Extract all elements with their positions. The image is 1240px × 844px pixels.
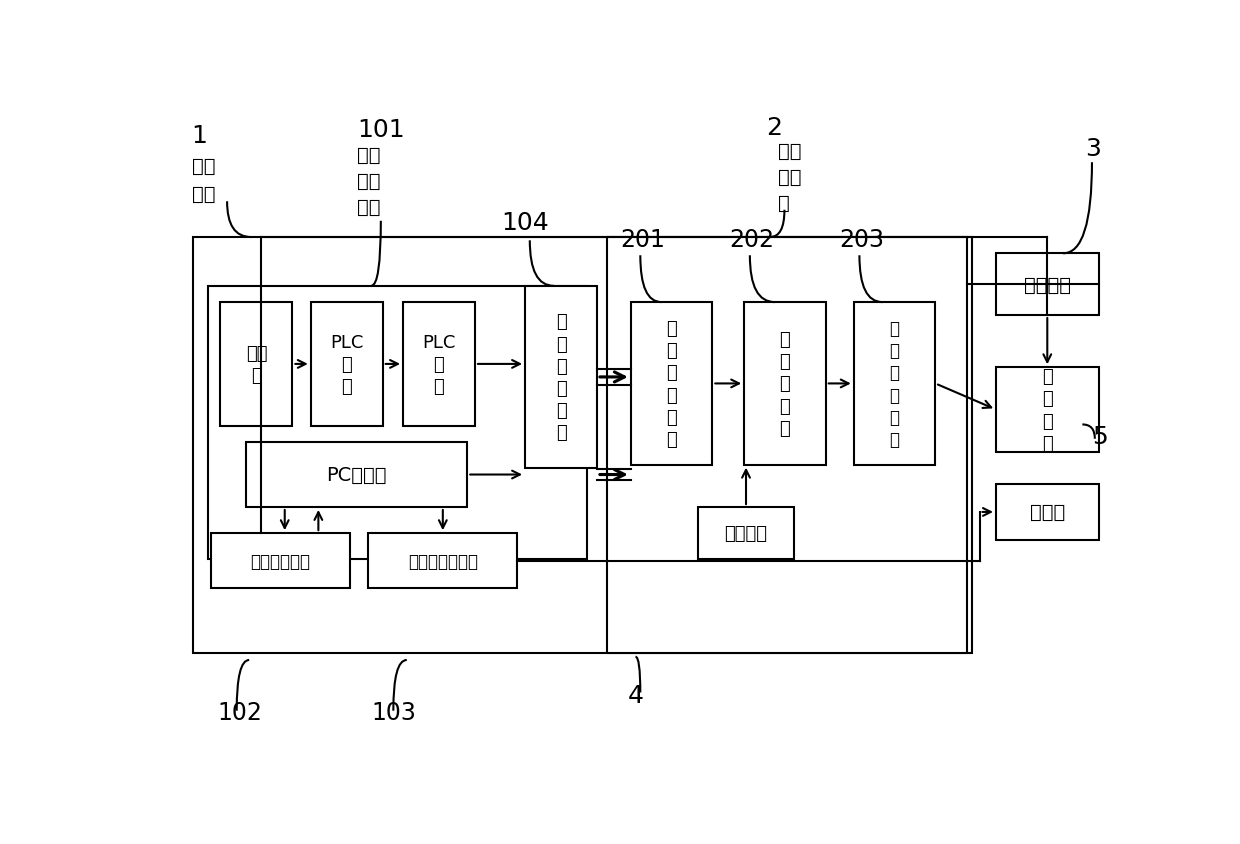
Text: 工
作
目
标: 工 作 目 标 [1042, 368, 1053, 452]
Text: 202: 202 [729, 228, 775, 252]
Text: 系统: 系统 [191, 185, 215, 203]
Bar [208, 286, 588, 560]
Text: 变位机: 变位机 [1029, 503, 1065, 522]
Text: 人机: 人机 [357, 145, 381, 165]
Text: 201: 201 [620, 228, 665, 252]
Text: 伺
服
驱
动
单
元: 伺 服 驱 动 单 元 [666, 320, 677, 448]
Text: 机器: 机器 [777, 168, 801, 187]
Bar [853, 303, 935, 465]
Text: 控制: 控制 [191, 156, 215, 176]
Bar [193, 238, 972, 653]
Bar [525, 286, 598, 468]
Text: 末
端
执
行
机
构: 末 端 执 行 机 构 [889, 320, 899, 448]
Bar [996, 484, 1099, 540]
Text: PLC
主
站: PLC 主 站 [330, 333, 363, 396]
Text: 103: 103 [371, 701, 417, 724]
Bar [368, 533, 517, 589]
Text: 1: 1 [191, 124, 207, 148]
Text: 视觉控制单元: 视觉控制单元 [250, 552, 310, 570]
Text: 2: 2 [766, 116, 782, 139]
Bar [744, 303, 826, 465]
Text: 运
动
控
制
单
元: 运 动 控 制 单 元 [556, 313, 567, 442]
Bar [631, 303, 712, 465]
Bar [403, 303, 475, 426]
Bar [996, 368, 1099, 452]
Text: 4: 4 [627, 683, 644, 707]
Bar [996, 254, 1099, 316]
Text: 单元: 单元 [357, 197, 381, 216]
Text: 203: 203 [839, 228, 884, 252]
Bar [211, 533, 350, 589]
Bar [698, 507, 794, 560]
Text: PC上位机: PC上位机 [326, 466, 387, 484]
Bar [606, 238, 967, 653]
Text: 人: 人 [777, 193, 790, 213]
Text: 3: 3 [1085, 137, 1101, 161]
Text: 101: 101 [357, 117, 404, 142]
Text: 关
节
控
制
器: 关 节 控 制 器 [780, 331, 790, 437]
Text: 交互: 交互 [357, 171, 381, 191]
Text: 视觉装置: 视觉装置 [1024, 275, 1071, 295]
Text: 变位机控制单元: 变位机控制单元 [408, 552, 477, 570]
Text: PLC
从
站: PLC 从 站 [423, 333, 455, 396]
Text: 模块: 模块 [777, 142, 801, 160]
Bar [221, 303, 293, 426]
Text: 104: 104 [501, 210, 549, 235]
Bar [247, 442, 467, 507]
Text: 触摸
屏: 触摸 屏 [246, 344, 267, 385]
Text: 限位装置: 限位装置 [724, 524, 768, 543]
Text: 5: 5 [1092, 425, 1107, 449]
Text: 102: 102 [217, 701, 263, 724]
Bar [311, 303, 383, 426]
